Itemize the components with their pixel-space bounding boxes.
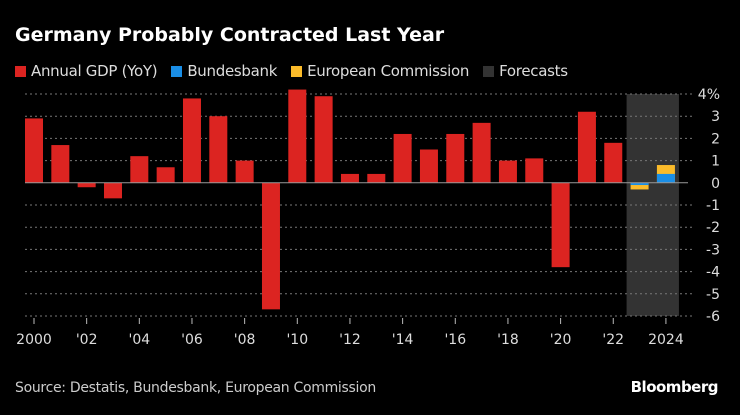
y-tick-label: 3 [711, 109, 720, 125]
gdp-bar [25, 118, 43, 183]
legend-swatch-gdp [15, 65, 26, 77]
y-tick-label: -5 [706, 287, 720, 303]
source-note: Source: Destatis, Bundesbank, European C… [15, 380, 376, 396]
legend-label: Bundesbank [187, 62, 278, 80]
legend-item-forecasts: Forecasts [483, 62, 568, 80]
gdp-bar [130, 156, 149, 183]
gdp-bar [340, 173, 359, 183]
gdp-bar [288, 89, 307, 183]
legend-item-gdp: Annual GDP (YoY) [15, 62, 158, 80]
y-tick-label: -1 [706, 198, 720, 214]
gdp-bar [51, 145, 70, 183]
y-tick-label: 0 [711, 176, 720, 192]
gdp-bar [393, 133, 412, 183]
legend-label: Annual GDP (YoY) [31, 62, 158, 80]
bundesbank-bar [630, 182, 649, 186]
legend: Annual GDP (YoY) Bundesbank European Com… [15, 62, 568, 80]
x-tick-label: '16 [444, 332, 466, 348]
y-tick-label: -3 [706, 242, 720, 258]
y-tick-label: -4 [706, 265, 720, 281]
chart-title: Germany Probably Contracted Last Year [15, 24, 445, 46]
y-tick-label: 4% [698, 87, 720, 103]
legend-label: Forecasts [499, 62, 568, 80]
gdp-bar [367, 173, 386, 183]
bloomberg-logo: Bloomberg [630, 378, 719, 396]
gdp-bar [103, 182, 122, 199]
x-tick-label: '02 [76, 332, 98, 348]
gdp-bar [446, 133, 465, 183]
legend-item-bundesbank: Bundesbank [171, 62, 277, 80]
x-tick-label: 2000 [16, 332, 52, 348]
x-tick-label: '06 [181, 332, 203, 348]
gdp-bar [235, 160, 254, 183]
gdp-bar [77, 182, 96, 188]
legend-swatch-commission [291, 65, 303, 77]
x-tick-label: '20 [550, 332, 572, 348]
x-tick-label: '08 [234, 332, 256, 348]
x-tick-label: 2024 [648, 332, 684, 348]
gdp-bar [551, 182, 570, 268]
gdp-bar [498, 160, 517, 183]
x-tick-label: '18 [497, 332, 519, 348]
y-tick-label: -2 [706, 220, 720, 236]
commission-bar [630, 182, 649, 190]
x-tick-label: '12 [339, 332, 361, 348]
legend-label: European Commission [307, 62, 470, 80]
gdp-bar [182, 98, 201, 183]
gdp-bar [314, 96, 333, 183]
legend-swatch-bundesbank [171, 65, 183, 77]
gdp-bar [261, 182, 280, 310]
x-tick-label: '22 [602, 332, 624, 348]
x-tick-label: '14 [392, 332, 414, 348]
bundesbank-bar [656, 173, 675, 183]
gdp-bar [209, 116, 228, 183]
gdp-bar [577, 111, 596, 183]
y-tick-label: 1 [711, 154, 720, 170]
y-tick-label: -6 [706, 309, 720, 325]
gdp-bar [604, 142, 623, 183]
y-tick-label: 2 [711, 131, 720, 147]
gdp-bar [525, 158, 544, 183]
legend-item-commission: European Commission [291, 62, 469, 80]
gdp-bar [156, 167, 175, 183]
gdp-bar [472, 122, 491, 183]
x-tick-label: '04 [128, 332, 150, 348]
x-tick-label: '10 [286, 332, 308, 348]
gdp-bar [419, 149, 438, 183]
legend-swatch-forecasts [483, 65, 495, 77]
